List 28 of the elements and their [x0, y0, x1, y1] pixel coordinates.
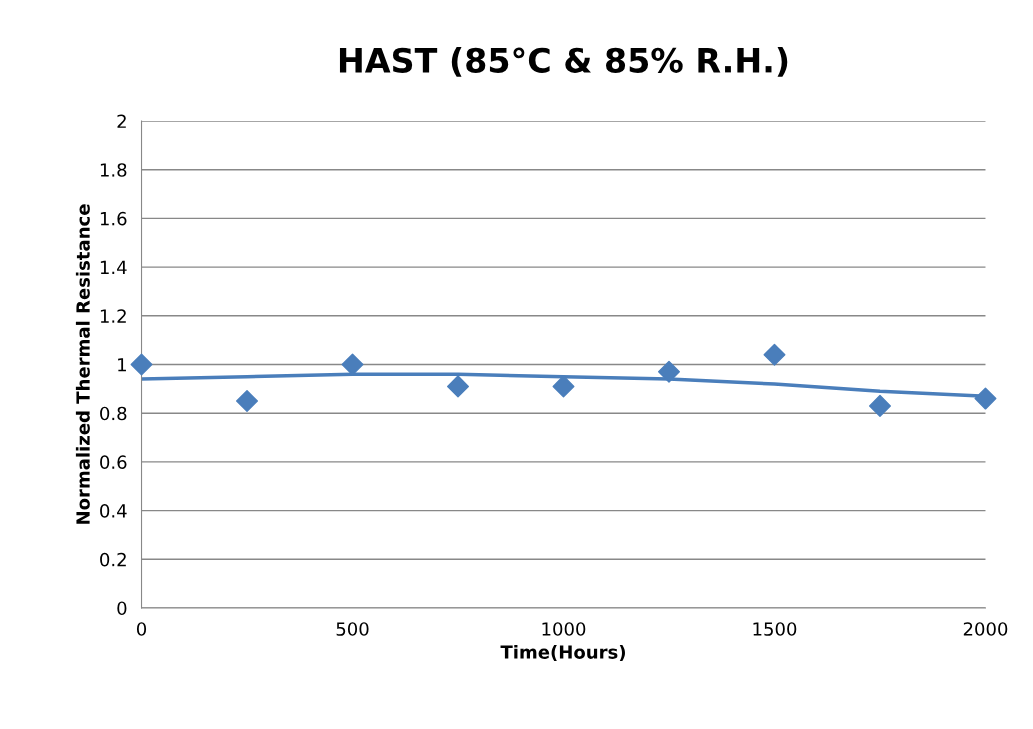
y-tick-label: 1.2	[100, 309, 126, 323]
y-axis-title: Normalized Thermal Resistance	[75, 204, 90, 524]
y-tick-label: 0.8	[100, 406, 127, 421]
x-axis-title: Time(Hours)	[500, 644, 625, 662]
point	[236, 390, 259, 413]
x-tick-label: 0	[136, 622, 147, 636]
x-tick-label: 1500	[753, 622, 797, 636]
point	[447, 375, 470, 398]
point	[974, 387, 997, 410]
y-tick-label: 1.6	[100, 211, 127, 226]
x-tick-label: 1000	[542, 622, 586, 636]
y-tick-label: 2	[117, 114, 126, 128]
y-tick-label: 0.6	[100, 455, 127, 470]
point	[763, 343, 786, 366]
y-tick-label: 1	[118, 358, 126, 372]
point	[341, 353, 364, 376]
y-tick-label: 0.2	[100, 552, 126, 567]
chart-title: HAST (85°C & 85% R.H.)	[339, 47, 788, 77]
y-tick-label: 1.8	[100, 163, 127, 177]
point	[868, 394, 891, 417]
y-tick-label: 1.4	[100, 260, 127, 274]
x-tick-label: 500	[336, 622, 369, 636]
x-tick-label: 2000	[963, 622, 1008, 636]
y-tick-label: 0.4	[100, 504, 127, 518]
point	[552, 375, 575, 398]
point	[658, 360, 680, 383]
point	[130, 353, 153, 376]
y-tick-label: 0	[117, 601, 127, 616]
